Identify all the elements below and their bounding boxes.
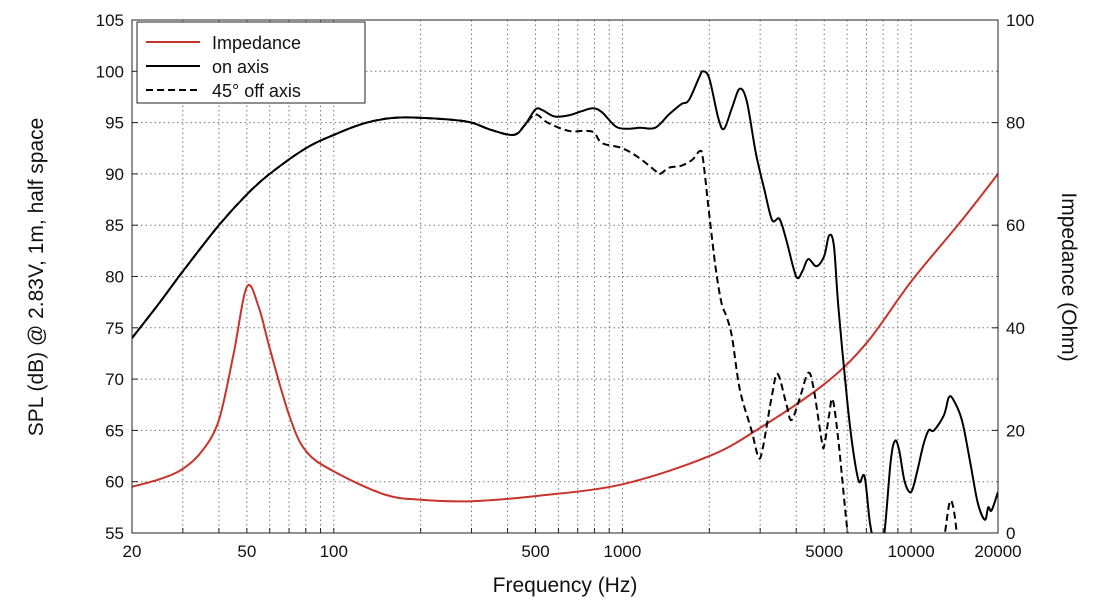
y-axis-label: SPL (dB) @ 2.83V, 1m, half space: [25, 118, 48, 437]
series-45-off-axis-line: [132, 113, 849, 533]
y-tick-label: 85: [105, 216, 124, 235]
y-tick-label: 90: [105, 165, 124, 184]
x-tick-label: 10000: [887, 542, 934, 561]
axes: 55 60 65 70 75 80 85 90 95 100 105 0 20 40 60 80 100 20 50…: [96, 11, 1035, 561]
y-tick-label: 55: [105, 524, 124, 543]
x-tick-label: 1000: [604, 542, 642, 561]
y-tick-label: 95: [105, 114, 124, 133]
legend-label-impedance: Impedance: [212, 33, 301, 53]
y-tick-label: 80: [105, 268, 124, 287]
x-tick-label: 100: [320, 542, 348, 561]
series-impedance-line: [132, 173, 998, 503]
y2-tick-label: 60: [1006, 216, 1025, 235]
y-tick-label: 100: [96, 62, 124, 81]
curves: [132, 70, 998, 533]
y2-tick-label: 100: [1006, 11, 1034, 30]
y2-axis-label: Impedance (Ohm): [1057, 192, 1080, 361]
x-tick-label: 5000: [805, 542, 843, 561]
legend: Impedance on axis 45° off axis: [136, 21, 366, 104]
y2-tick-label: 0: [1006, 524, 1015, 543]
legend-label-off-axis: 45° off axis: [212, 81, 301, 101]
x-axis-label: Frequency (Hz): [493, 574, 638, 597]
legend-label-on-axis: on axis: [212, 57, 269, 77]
y-tick-label: 105: [96, 11, 124, 30]
y-tick-label: 70: [105, 370, 124, 389]
x-tick-label: 500: [521, 542, 549, 561]
y-tick-label: 75: [105, 319, 124, 338]
x-tick-label: 50: [237, 542, 256, 561]
series-on-axis-line: [132, 70, 998, 533]
y-tick-label: 65: [105, 421, 124, 440]
y2-tick-label: 40: [1006, 319, 1025, 338]
y-tick-label: 60: [105, 473, 124, 492]
series-off-axis-segment-line: [943, 499, 958, 533]
y2-tick-label: 20: [1006, 421, 1025, 440]
y2-tick-label: 80: [1006, 114, 1025, 133]
x-tick-label: 20: [123, 542, 142, 561]
x-tick-label: 20000: [974, 542, 1021, 561]
grid: [132, 20, 998, 533]
